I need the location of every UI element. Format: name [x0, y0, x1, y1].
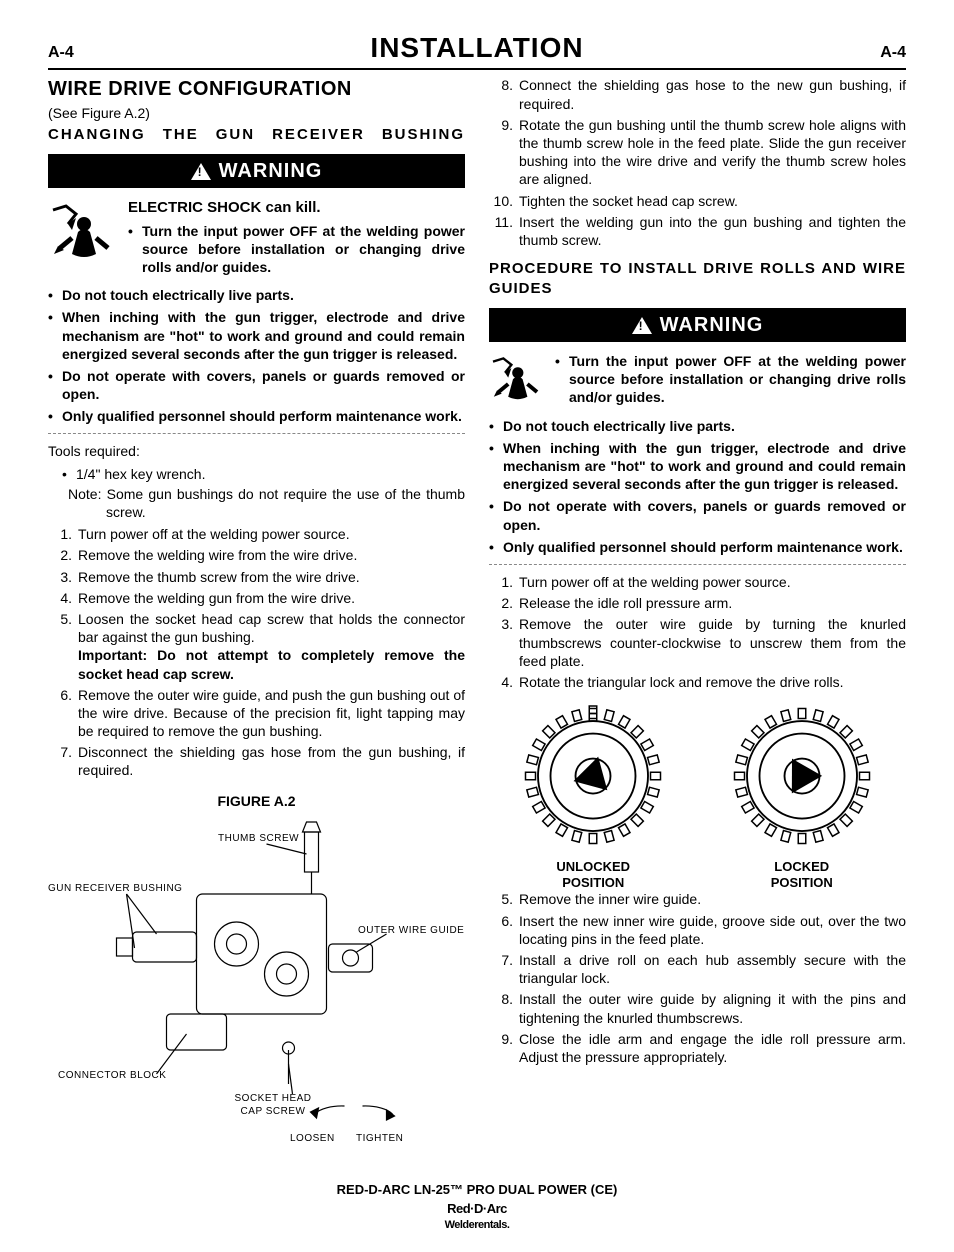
step-item: Tighten the socket head cap screw. [489, 192, 906, 210]
tools-required-label: Tools required: [48, 442, 465, 460]
warning-triangle-icon [191, 163, 211, 180]
gear-locked-icon [727, 701, 877, 851]
shock-warning-block: Turn the input power OFF at the welding … [489, 352, 906, 411]
warning-banner: WARNING [489, 308, 906, 342]
content-columns: WIRE DRIVE CONFIGURATION (See Figure A.2… [48, 76, 906, 1163]
figure-a2-title: FIGURE A.2 [48, 792, 465, 810]
step-item: Disconnect the shielding gas hose from t… [48, 743, 465, 779]
page-header: A-4 INSTALLATION A-4 [48, 30, 906, 70]
step-important: Important: Do not attempt to completely … [78, 646, 465, 682]
step-item: Turn power off at the welding power sour… [48, 525, 465, 543]
right-column: Connect the shielding gas hose to the ne… [489, 76, 906, 1163]
fig-label-gun-receiver: GUN RECEIVER BUSHING [48, 882, 182, 895]
warn-item: Do not operate with covers, panels or gu… [48, 367, 465, 403]
step-text: Loosen the socket head cap screw that ho… [78, 611, 465, 645]
step-item: Remove the outer wire guide, and push th… [48, 686, 465, 741]
bushing-steps: Turn power off at the welding power sour… [48, 525, 465, 779]
section-title: INSTALLATION [370, 30, 583, 66]
warn-item: Only qualified personnel should perform … [489, 538, 906, 556]
wire-drive-heading: WIRE DRIVE CONFIGURATION [48, 76, 465, 102]
step-item: Install a drive roll on each hub assembl… [489, 951, 906, 987]
footer-brand: Red·D·Arc [48, 1201, 906, 1218]
changing-bushing-heading: CHANGING THE GUN RECEIVER BUSHING [48, 125, 465, 145]
tools-item: 1/4" hex key wrench. [48, 465, 465, 483]
fig-label-socket-head: SOCKET HEAD CAP SCREW [228, 1092, 318, 1118]
shock-first-bullet: Turn the input power OFF at the welding … [555, 352, 906, 407]
step-item: Remove the welding wire from the wire dr… [48, 546, 465, 564]
fig-label-loosen: LOOSEN [290, 1132, 335, 1145]
gear-figure-row: UNLOCKEDPOSITION [489, 701, 906, 890]
electric-shock-icon [489, 352, 545, 408]
see-figure-ref: (See Figure A.2) [48, 104, 465, 122]
step-item: Rotate the gun bushing until the thumb s… [489, 116, 906, 189]
step-item: Insert the welding gun into the gun bush… [489, 213, 906, 249]
step-item: Rotate the triangular lock and remove th… [489, 673, 906, 691]
fig-label-outer-wire-guide: OUTER WIRE GUIDE [358, 924, 464, 937]
step-item: Remove the thumb screw from the wire dri… [48, 568, 465, 586]
install-steps-a: Turn power off at the welding power sour… [489, 573, 906, 691]
step-item: Insert the new inner wire guide, groove … [489, 912, 906, 948]
warning-label: WARNING [660, 312, 764, 338]
warn-item: Do not touch electrically live parts. [48, 286, 465, 304]
gear-unlocked-cell: UNLOCKEDPOSITION [518, 701, 668, 890]
footer-product: RED-D-ARC LN-25™ PRO DUAL POWER (CE) [48, 1182, 906, 1199]
page-id-right: A-4 [880, 43, 906, 64]
warning-banner: WARNING [48, 154, 465, 188]
warn-item: Do not operate with covers, panels or gu… [489, 497, 906, 533]
fig-label-connector-block: CONNECTOR BLOCK [58, 1069, 166, 1082]
step-item: Release the idle roll pressure arm. [489, 594, 906, 612]
footer-sub: Welderentals. [48, 1218, 906, 1232]
shock-heading: ELECTRIC SHOCK can kill. [128, 198, 465, 218]
shock-warning-block: ELECTRIC SHOCK can kill. Turn the input … [48, 198, 465, 280]
dash-divider [48, 433, 465, 434]
warning-label: WARNING [219, 158, 323, 184]
step-item: Remove the inner wire guide. [489, 890, 906, 908]
page-id-left: A-4 [48, 43, 74, 64]
right-warning-list: Do not touch electrically live parts. Wh… [489, 417, 906, 556]
left-warning-list: Do not touch electrically live parts. Wh… [48, 286, 465, 425]
step-item: Remove the outer wire guide by turning t… [489, 615, 906, 670]
fig-label-thumb-screw: THUMB SCREW [218, 832, 299, 845]
step-item: Connect the shielding gas hose to the ne… [489, 76, 906, 112]
dash-divider [489, 564, 906, 565]
warn-item: Do not touch electrically live parts. [489, 417, 906, 435]
gear-unlocked-icon [518, 701, 668, 851]
gear-unlocked-caption: UNLOCKEDPOSITION [518, 859, 668, 890]
fig-label-tighten: TIGHTEN [356, 1132, 403, 1145]
bushing-note: Note: Some gun bushings do not require t… [48, 485, 465, 521]
shock-first-bullet: Turn the input power OFF at the welding … [128, 222, 465, 277]
gear-locked-caption: LOCKEDPOSITION [727, 859, 877, 890]
left-column: WIRE DRIVE CONFIGURATION (See Figure A.2… [48, 76, 465, 1163]
install-steps-b: Remove the inner wire guide. Insert the … [489, 890, 906, 1066]
step-item: Turn power off at the welding power sour… [489, 573, 906, 591]
warning-triangle-icon [632, 317, 652, 334]
warn-item: When inching with the gun trigger, elect… [48, 308, 465, 363]
step-item: Close the idle arm and engage the idle r… [489, 1030, 906, 1066]
figure-a2: THUMB SCREW GUN RECEIVER BUSHING OUTER W… [48, 814, 465, 1164]
step-item: Remove the welding gun from the wire dri… [48, 589, 465, 607]
page-footer: RED-D-ARC LN-25™ PRO DUAL POWER (CE) Red… [48, 1182, 906, 1232]
bushing-steps-cont: Connect the shielding gas hose to the ne… [489, 76, 906, 249]
electric-shock-icon [48, 198, 118, 268]
install-rolls-heading: PROCEDURE TO INSTALL DRIVE ROLLS AND WIR… [489, 259, 906, 298]
step-item: Install the outer wire guide by aligning… [489, 990, 906, 1026]
gear-locked-cell: LOCKEDPOSITION [727, 701, 877, 890]
warn-item: When inching with the gun trigger, elect… [489, 439, 906, 494]
warn-item: Only qualified personnel should perform … [48, 407, 465, 425]
step-item: Loosen the socket head cap screw that ho… [48, 610, 465, 683]
